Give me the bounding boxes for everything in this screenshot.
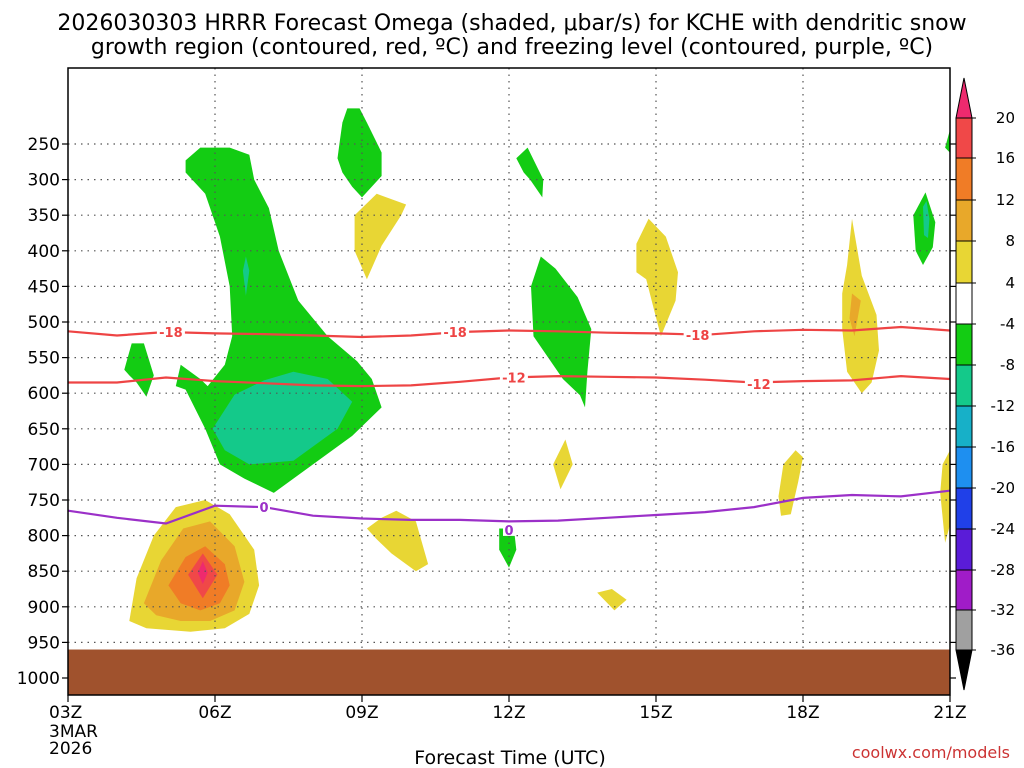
y-tick-label: 250 [28,135,60,155]
chart-title-line-2: growth region (contoured, red, ºC) and f… [91,35,933,60]
chart-title-line-1: 2026030303 HRRR Forecast Omega (shaded, … [57,11,966,36]
colorbar-swatch [955,569,973,611]
x-tick-label: 06Z [198,703,231,723]
y-tick-label: 800 [28,527,60,547]
y-tick-label: 1000 [17,669,60,689]
colorbar-swatch [955,528,973,571]
colorbar-label: -4 [1000,315,1015,333]
x-tick-label: 18Z [786,703,819,723]
y-axis-ticks: 250 300 350 400 450 500 550 600 650 700 750 800 850 9… [17,135,956,689]
contour-label: -18 [443,326,467,341]
contour--18 [68,325,950,339]
contour-label: -12 [747,378,771,393]
contour-label-bg [683,327,712,341]
colorbar-swatch [955,282,973,325]
y-tick-label: 950 [28,633,60,653]
contour-0 [68,489,950,525]
x-tick-label: 15Z [639,703,672,723]
ground-fill [68,649,950,695]
colorbar-label: -8 [1000,356,1015,374]
y-tick-label: 700 [28,455,60,475]
omega-region-10 [945,129,950,153]
contour-label-bg [744,376,773,390]
colorbar: 20 16 12 8 4 -4 -8 -12 -16 -20 -24 -28 -32 -36 [955,77,1016,691]
contour-label: 0 [259,501,268,516]
colorbar-swatch [955,609,973,651]
colorbar-label: 8 [1005,232,1015,250]
omega-region-25 [197,561,208,584]
y-tick-label: 600 [28,384,60,404]
omega-region-0 [337,108,382,198]
colorbar-label: -36 [991,641,1016,659]
colorbar-label: 16 [996,149,1015,167]
y-tick-label: 500 [28,313,60,333]
ground-layer [68,649,950,695]
omega-region-9 [923,201,930,238]
omega-region-16 [778,450,803,516]
x-tick-label: 09Z [345,703,378,723]
colorbar-swatch [955,446,973,489]
y-tick-label: 450 [28,277,60,297]
omega-shaded-regions [124,108,950,632]
omega-region-19 [940,450,950,543]
y-tick-label: 350 [28,206,60,226]
x-axis-label: Forecast Time (UTC) [414,747,605,768]
contour-label-bg [503,522,515,536]
omega-region-18 [849,293,861,337]
contour-label-bg [441,324,470,338]
credit-text: coolwx.com/models [852,743,1010,762]
contour-label-bg [258,500,270,514]
contour-label: -18 [686,329,710,344]
colorbar-label: -20 [991,479,1016,497]
colorbar-swatch [955,649,973,691]
colorbar-swatch [955,240,973,284]
colorbar-swatch [955,117,973,159]
colorbar-swatch [955,405,973,448]
colorbar-label: -12 [991,397,1016,415]
colorbar-label: 4 [1005,274,1015,292]
omega-region-12 [366,510,429,572]
contour-label-bg [499,370,528,384]
omega-region-17 [842,218,879,394]
y-tick-label: 850 [28,562,60,582]
colorbar-label: -16 [991,438,1016,456]
y-tick-label: 900 [28,598,60,618]
y-tick-label: 750 [28,491,60,511]
contour-label: -18 [159,326,183,341]
x-tick-label: 21Z [933,703,966,723]
y-tick-label: 550 [28,349,60,369]
contour-label: 0 [504,524,513,539]
colorbar-label: -24 [991,520,1016,538]
y-tick-label: 300 [28,171,60,191]
colorbar-label: 12 [996,191,1015,209]
colorbar-swatch [955,77,973,119]
omega-region-13 [636,218,678,337]
omega-region-5 [516,147,544,198]
colorbar-label: 20 [996,109,1015,127]
omega-region-3 [242,256,250,296]
colorbar-swatch [955,157,973,201]
omega-region-11 [354,193,407,280]
omega-region-2 [212,371,353,465]
omega-region-7 [499,528,517,568]
colorbar-label: -32 [991,601,1016,619]
omega-region-15 [597,589,627,611]
y-tick-label: 400 [28,242,60,262]
x-tick-label: 12Z [492,703,525,723]
colorbar-swatch [955,487,973,530]
x-date-label: 3MAR [49,722,98,742]
colorbar-swatch [955,199,973,242]
contour-label: -12 [502,372,526,387]
temperature-contours: -18 -18 -18 -12 -12 0 0 [68,324,950,539]
x-date-label: 2026 [49,739,92,759]
colorbar-swatch [955,323,973,366]
x-tick-label: 03Z [49,703,82,723]
y-tick-label: 650 [28,420,60,440]
colorbar-label: -28 [991,561,1016,579]
contour-label-bg [156,324,185,338]
omega-region-4 [124,343,154,397]
colorbar-swatch [955,364,973,407]
